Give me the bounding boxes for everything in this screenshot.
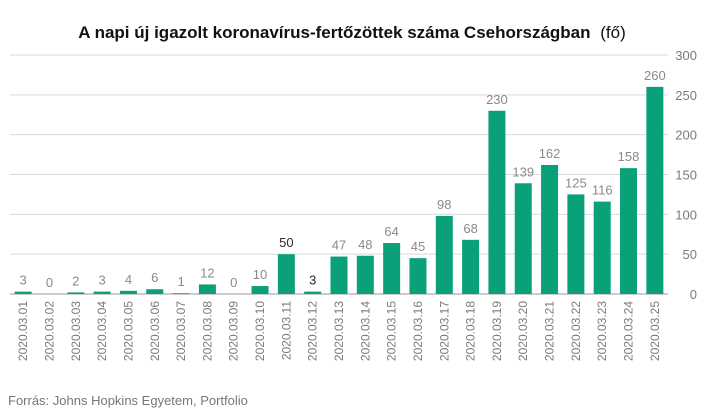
bar bbox=[409, 258, 427, 294]
data-label: 68 bbox=[463, 221, 477, 236]
data-label: 64 bbox=[384, 224, 398, 239]
bar bbox=[93, 291, 111, 294]
data-label: 3 bbox=[309, 273, 316, 288]
x-tick-label: 2020.03.11 bbox=[279, 301, 293, 360]
value-labels: 3 0 2 3 4 6 1 12 0 10 50 3 47 48 64 45 98 68 230 139 162 125 1… bbox=[20, 68, 666, 290]
data-label: 1 bbox=[177, 274, 184, 289]
chart-title-main: A napi új igazolt koronavírus-fertőzötte… bbox=[78, 23, 590, 42]
x-tick-label: 2020.03.19 bbox=[490, 301, 504, 361]
bar bbox=[514, 183, 532, 294]
x-tick-label: 2020.03.12 bbox=[306, 301, 320, 361]
data-label: 3 bbox=[20, 273, 27, 288]
x-tick-label: 2020.03.13 bbox=[332, 301, 346, 361]
bar bbox=[567, 194, 585, 294]
x-tick-label: 2020.03.16 bbox=[411, 301, 425, 361]
x-tick-label: 2020.03.17 bbox=[437, 301, 451, 361]
data-label: 0 bbox=[230, 275, 237, 290]
data-label: 45 bbox=[411, 239, 425, 254]
x-tick-label: 2020.03.21 bbox=[543, 301, 557, 361]
bar bbox=[14, 291, 32, 294]
x-tick-label: 2020.03.03 bbox=[69, 301, 83, 361]
chart-title-unit: (fő) bbox=[600, 23, 626, 42]
y-tick-label: 200 bbox=[675, 128, 697, 143]
bars bbox=[14, 86, 664, 295]
data-label: 125 bbox=[565, 175, 587, 190]
x-tick-label: 2020.03.08 bbox=[200, 301, 214, 361]
bar bbox=[304, 291, 322, 294]
x-tick-label: 2020.03.04 bbox=[95, 301, 109, 361]
x-tick-label: 2020.03.09 bbox=[227, 301, 241, 361]
bar bbox=[356, 255, 374, 294]
data-label: 0 bbox=[46, 275, 53, 290]
data-label: 162 bbox=[539, 146, 561, 161]
bar bbox=[462, 239, 480, 294]
x-tick-label: 2020.03.23 bbox=[595, 301, 609, 361]
bar bbox=[67, 292, 85, 294]
bar bbox=[383, 243, 401, 294]
data-label: 158 bbox=[618, 149, 640, 164]
x-tick-label: 2020.03.07 bbox=[174, 301, 188, 361]
data-label: 12 bbox=[200, 265, 214, 280]
bar bbox=[119, 290, 137, 294]
y-tick-label: 300 bbox=[675, 48, 697, 63]
data-label: 116 bbox=[592, 183, 613, 198]
data-label: 4 bbox=[125, 272, 132, 287]
y-tick-label: 150 bbox=[675, 168, 697, 183]
data-label: 6 bbox=[151, 270, 158, 285]
y-tick-label: 100 bbox=[675, 207, 697, 222]
x-tick-label: 2020.03.02 bbox=[42, 301, 56, 361]
x-tick-label: 2020.03.15 bbox=[385, 301, 399, 361]
source-note: Forrás: Johns Hopkins Egyetem, Portfolio bbox=[8, 393, 248, 408]
data-label: 10 bbox=[253, 267, 267, 282]
gridlines bbox=[10, 54, 668, 295]
data-label: 3 bbox=[99, 273, 106, 288]
y-tick-label: 250 bbox=[675, 88, 697, 103]
data-label: 260 bbox=[644, 68, 666, 83]
x-tick-label: 2020.03.10 bbox=[253, 301, 267, 361]
data-label: 50 bbox=[279, 235, 293, 250]
data-label: 230 bbox=[486, 92, 508, 107]
bar bbox=[488, 110, 506, 295]
bar bbox=[620, 168, 638, 294]
data-label: 139 bbox=[512, 164, 534, 179]
x-axis-labels: 2020.03.01 2020.03.02 2020.03.03 2020.03.04… bbox=[16, 301, 662, 361]
bar bbox=[251, 286, 269, 294]
bar bbox=[172, 293, 190, 294]
x-tick-label: 2020.03.25 bbox=[648, 301, 662, 361]
bar bbox=[646, 86, 664, 294]
bar bbox=[435, 215, 453, 294]
chart-title: A napi új igazolt koronavírus-fertőzötte… bbox=[78, 23, 626, 42]
x-tick-label: 2020.03.22 bbox=[569, 301, 583, 361]
x-tick-label: 2020.03.01 bbox=[16, 301, 30, 361]
data-label: 48 bbox=[358, 237, 372, 252]
bar bbox=[277, 254, 295, 294]
data-label: 47 bbox=[332, 238, 346, 253]
y-axis-ticks: 0 50 100 150 200 250 300 bbox=[675, 48, 697, 302]
data-label: 98 bbox=[437, 197, 451, 212]
x-tick-label: 2020.03.05 bbox=[121, 301, 135, 361]
bar bbox=[541, 164, 559, 294]
data-label: 2 bbox=[72, 273, 79, 288]
x-tick-label: 2020.03.18 bbox=[464, 301, 478, 361]
bar bbox=[593, 201, 611, 294]
bar bbox=[330, 256, 348, 294]
bar bbox=[146, 289, 164, 294]
x-tick-label: 2020.03.14 bbox=[358, 301, 372, 361]
x-tick-label: 2020.03.24 bbox=[622, 301, 636, 361]
y-tick-label: 0 bbox=[690, 287, 697, 302]
x-tick-label: 2020.03.06 bbox=[148, 301, 162, 361]
bar bbox=[198, 284, 216, 294]
y-tick-label: 50 bbox=[683, 247, 697, 262]
x-tick-label: 2020.03.20 bbox=[516, 301, 530, 361]
